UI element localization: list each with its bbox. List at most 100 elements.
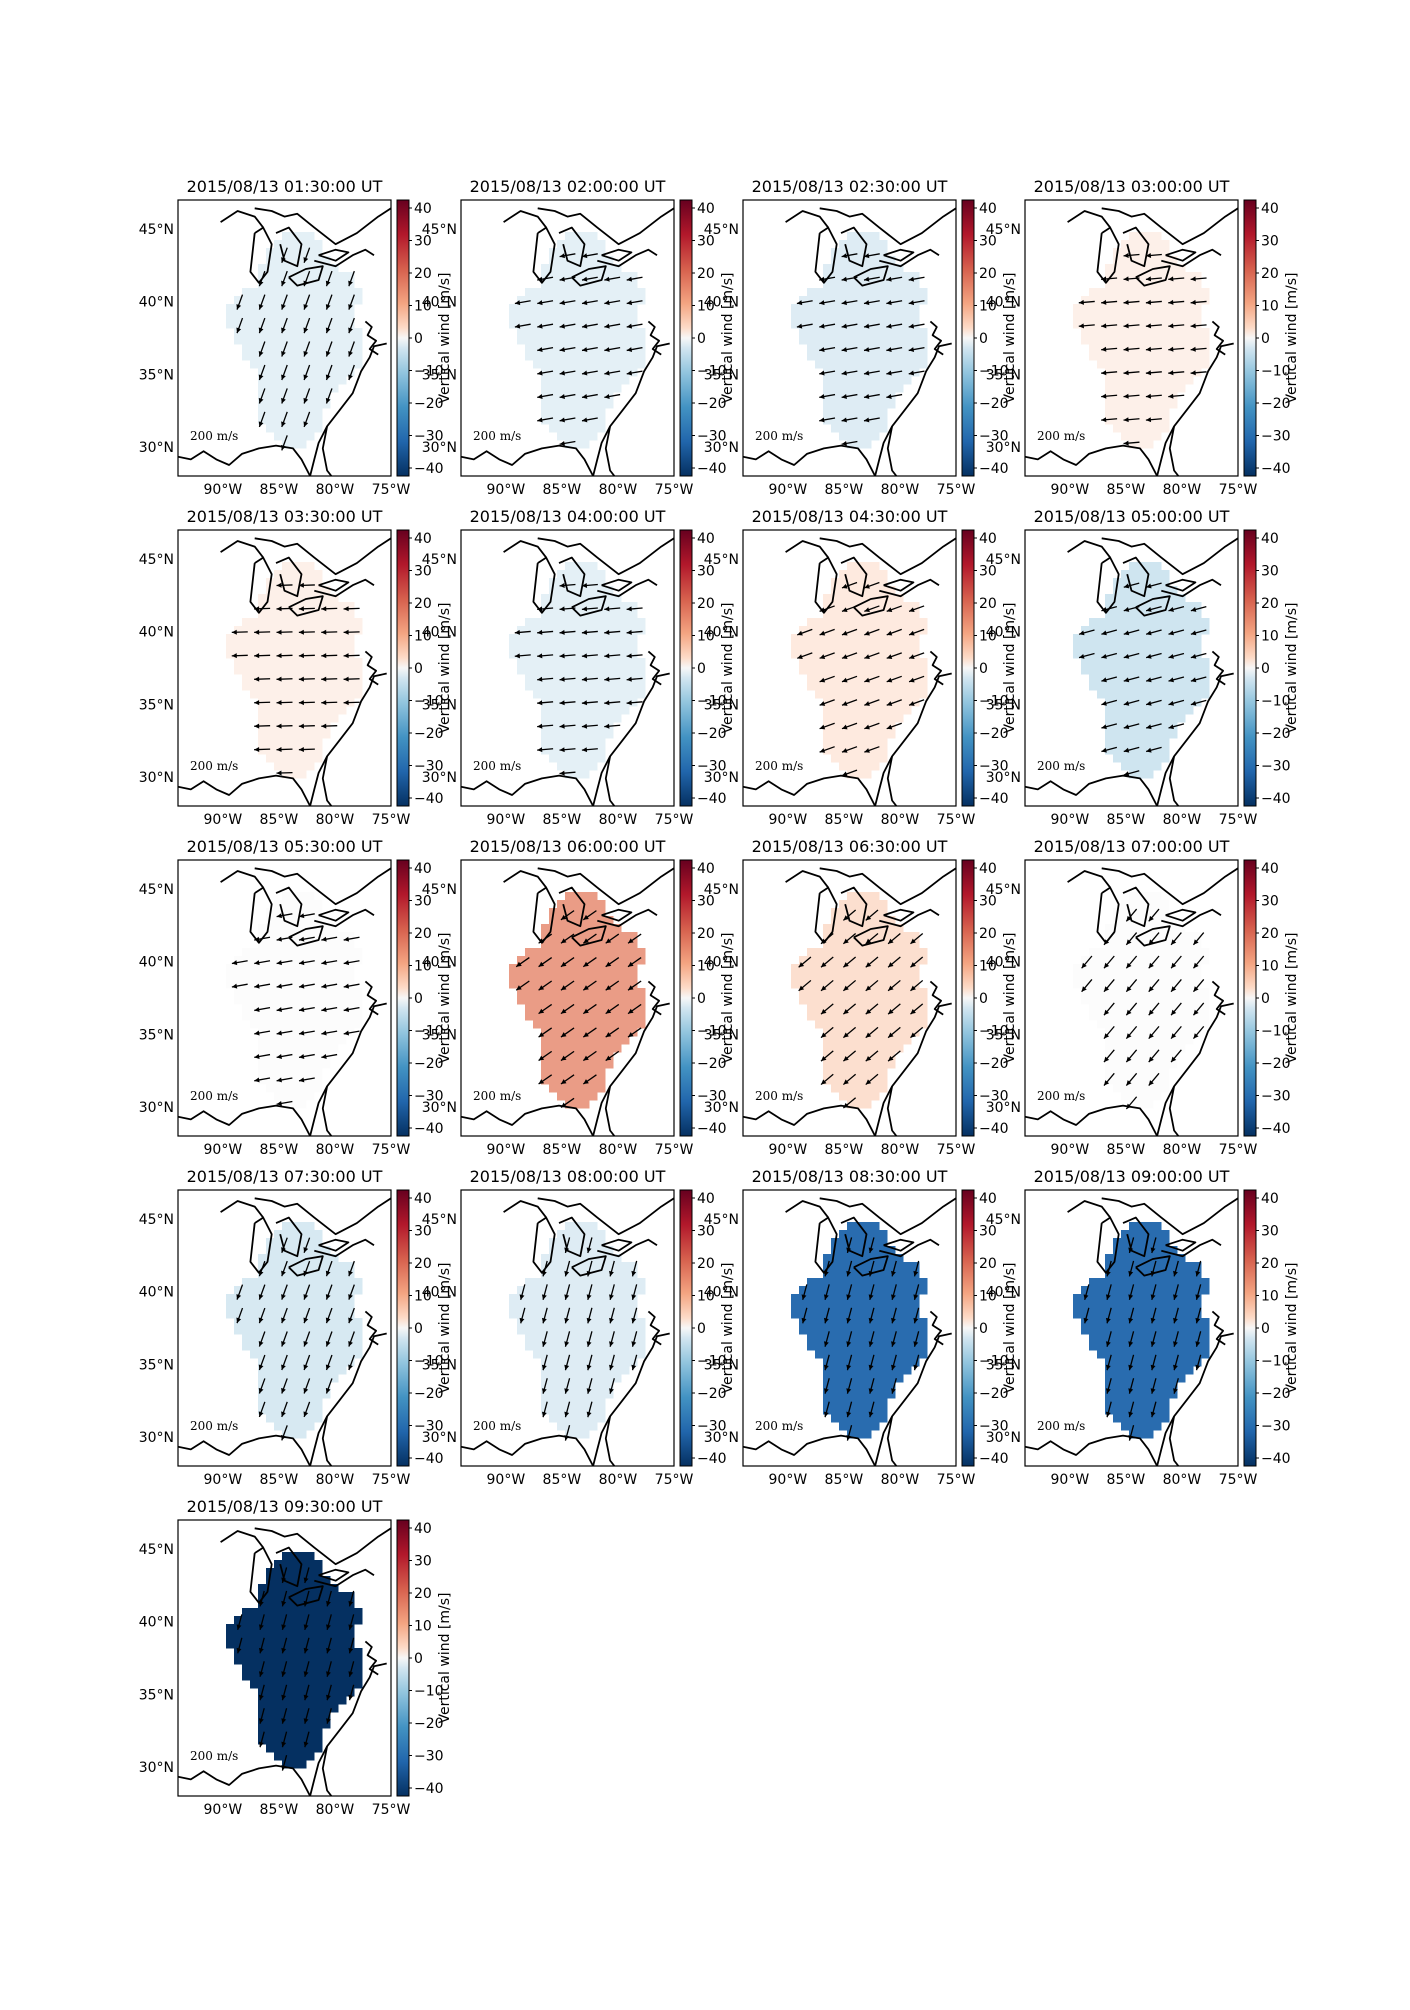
map-frame xyxy=(742,199,957,477)
wind-arrowhead xyxy=(559,582,565,588)
wind-arrowhead xyxy=(537,606,543,612)
wind-arrowhead xyxy=(348,327,353,334)
wind-cell xyxy=(258,384,267,393)
wind-cell xyxy=(1177,610,1186,619)
wind-cell xyxy=(1121,304,1130,313)
wind-cell xyxy=(621,972,630,981)
wind-cell xyxy=(879,320,888,329)
wind-cell xyxy=(298,432,307,441)
wind-cell xyxy=(887,690,896,699)
wind-cell xyxy=(549,594,558,603)
wind-cell xyxy=(306,972,315,981)
wind-cell xyxy=(605,948,614,957)
wind-cell xyxy=(573,392,582,401)
wind-cell xyxy=(1153,690,1162,699)
wind-cell xyxy=(799,956,808,965)
wind-cell xyxy=(855,392,864,401)
wind-cell xyxy=(322,586,331,595)
wind-cell xyxy=(1129,1012,1138,1021)
wind-arrowhead xyxy=(1123,299,1129,305)
colorbar-tick-label: −20 xyxy=(979,1056,1009,1072)
wind-cell xyxy=(589,416,598,425)
colorbar-tick-label: 40 xyxy=(697,861,715,877)
wind-cell xyxy=(330,642,339,651)
wind-cell xyxy=(298,730,307,739)
wind-cell xyxy=(322,642,331,651)
coastline xyxy=(597,578,658,598)
wind-cell xyxy=(597,634,606,643)
wind-cell xyxy=(863,706,872,715)
wind-cell xyxy=(1073,634,1082,643)
wind-arrowhead xyxy=(276,1007,282,1013)
wind-cell xyxy=(1097,658,1106,667)
wind-cell xyxy=(274,916,283,925)
wind-cell xyxy=(581,296,590,305)
coastline xyxy=(321,1086,333,1136)
wind-cell xyxy=(1137,1020,1146,1029)
wind-cell xyxy=(565,1092,574,1101)
wind-cell xyxy=(1177,932,1186,941)
wind-cell xyxy=(863,924,872,933)
wind-cell xyxy=(597,924,606,933)
wind-cell xyxy=(1161,634,1170,643)
wind-arrowhead xyxy=(1103,939,1110,945)
wind-cell xyxy=(573,722,582,731)
wind-cell xyxy=(274,280,283,289)
coastline xyxy=(254,207,391,246)
lon-tick-label: 75°W xyxy=(937,812,976,828)
coastline xyxy=(503,540,547,559)
wind-cell xyxy=(1145,432,1154,441)
wind-cell xyxy=(589,256,598,265)
wind-cell xyxy=(1185,296,1194,305)
wind-cell xyxy=(226,320,235,329)
wind-arrowhead xyxy=(1193,939,1199,945)
colorbar-tick-label: 30 xyxy=(1261,234,1279,250)
wind-cell xyxy=(855,956,864,965)
wind-cell xyxy=(1185,972,1194,981)
wind-cell xyxy=(525,1004,534,1013)
wind-arrowhead xyxy=(843,915,849,921)
wind-cell xyxy=(807,296,816,305)
colorbar-tick-label: 20 xyxy=(1261,266,1279,282)
wind-cell xyxy=(903,1004,912,1013)
wind-cell xyxy=(266,1302,275,1311)
wind-cell xyxy=(1121,352,1130,361)
wind-cell xyxy=(597,714,606,723)
lat-tick-label: 35°N xyxy=(422,1027,457,1043)
wind-cell xyxy=(274,408,283,417)
wind-cell xyxy=(509,634,518,643)
coastline xyxy=(1156,672,1234,806)
wind-cell xyxy=(573,762,582,771)
wind-cell xyxy=(589,916,598,925)
wind-cell xyxy=(831,1028,840,1037)
wind-cell xyxy=(871,940,880,949)
wind-cell xyxy=(573,256,582,265)
wind-cell xyxy=(1121,908,1130,917)
wind-cell xyxy=(266,956,275,965)
wind-cell xyxy=(1113,1036,1122,1045)
wind-cell xyxy=(306,424,315,433)
wind-cell xyxy=(1129,312,1138,321)
wind-cell xyxy=(629,932,638,941)
wind-cell xyxy=(855,980,864,989)
wind-cell xyxy=(1113,964,1122,973)
wind-cell xyxy=(549,1004,558,1013)
wind-cell xyxy=(266,940,275,949)
wind-cell xyxy=(799,642,808,651)
coastline xyxy=(874,1002,952,1136)
lon-tick-label: 80°W xyxy=(881,1142,920,1158)
wind-cell xyxy=(887,940,896,949)
wind-cell xyxy=(855,578,864,587)
colorbar-tick-label: 40 xyxy=(979,861,997,877)
wind-cell xyxy=(234,650,243,659)
wind-cell xyxy=(322,730,331,739)
wind-cell xyxy=(597,312,606,321)
wind-cell xyxy=(525,328,534,337)
wind-cell xyxy=(629,1012,638,1021)
wind-arrowhead xyxy=(821,985,827,991)
wind-cell xyxy=(903,272,912,281)
wind-cell xyxy=(330,594,339,603)
wind-cell xyxy=(823,344,832,353)
wind-cell xyxy=(565,1036,574,1045)
wind-cell xyxy=(330,280,339,289)
